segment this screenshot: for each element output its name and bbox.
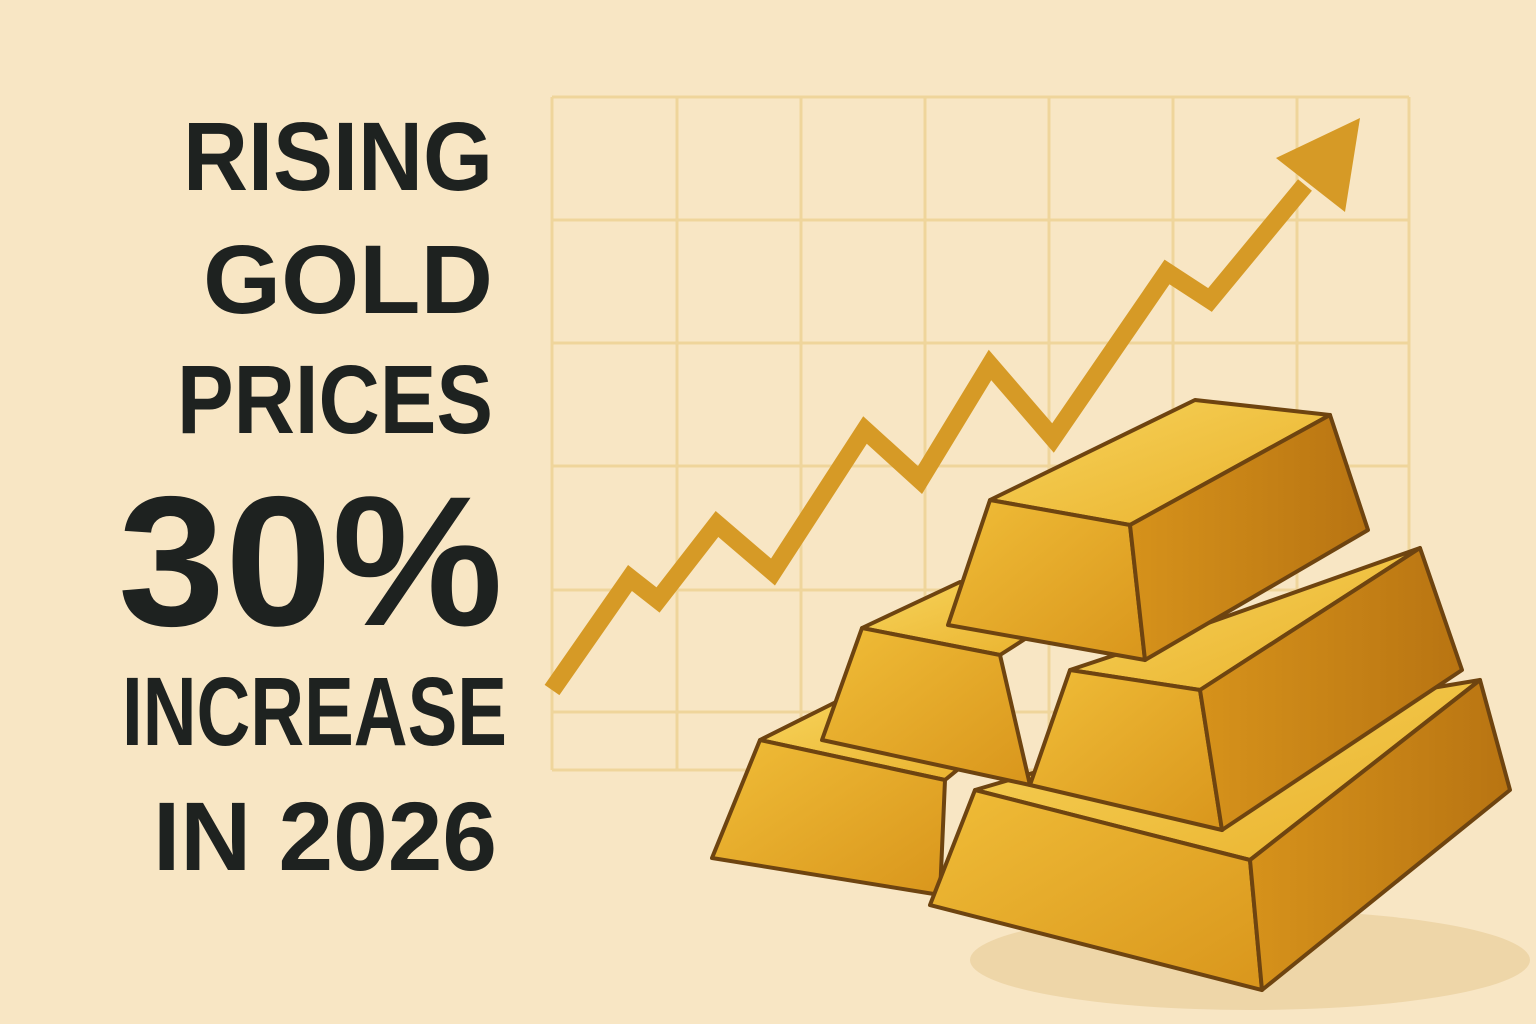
headline: RISING GOLD PRICES 30% INCREASE IN 2026 — [118, 102, 507, 891]
headline-line: IN 2026 — [153, 782, 497, 891]
headline-line: INCREASE — [122, 657, 507, 766]
trend-line — [544, 179, 1312, 696]
arrow-head — [1276, 118, 1360, 212]
gold-bars — [710, 398, 1512, 992]
headline-figure: 30% — [118, 459, 503, 665]
headline-line: GOLD — [203, 225, 493, 334]
headline-line: PRICES — [177, 345, 493, 454]
headline-line: RISING — [183, 102, 493, 211]
